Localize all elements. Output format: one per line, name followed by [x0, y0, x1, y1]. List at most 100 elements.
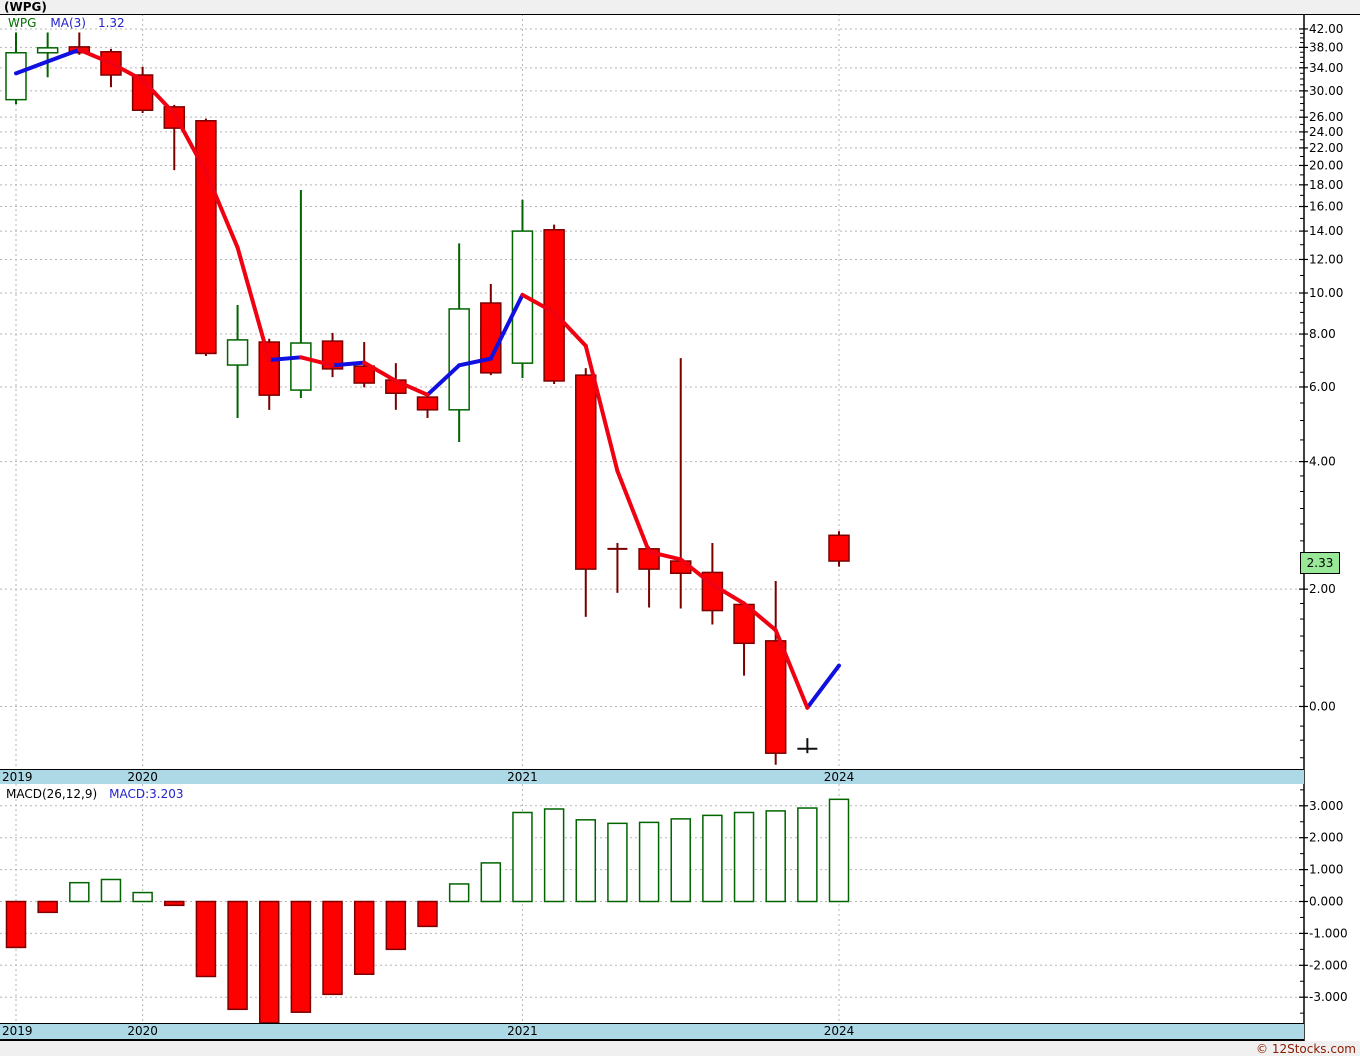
macd-bar: [100, 878, 122, 903]
price-tick-label: 42.00: [1309, 22, 1343, 36]
ma3-line-segment: [773, 628, 810, 710]
ma3-line-segment: [108, 61, 145, 83]
candle-body: [828, 534, 850, 562]
candle-body: [226, 339, 249, 366]
ma3-line-segment: [552, 310, 588, 348]
candle-body: [36, 47, 59, 54]
x-axis-band-bottom: 2019 2020 2021 2024: [0, 1023, 1304, 1041]
macd-bar: [353, 900, 375, 975]
price-tick-label: 10.00: [1309, 286, 1343, 300]
macd-value-label: MACD:3.203: [109, 787, 184, 801]
year-label: 2019: [2, 770, 33, 784]
page-title: (WPG): [4, 0, 47, 14]
price-tick-label: 38.00: [1309, 40, 1343, 54]
macd-bar: [512, 811, 533, 903]
macd-bar: [733, 811, 755, 903]
ma3-line-segment: [678, 557, 715, 587]
ma3-line-segment: [362, 360, 398, 383]
macd-bar: [417, 900, 438, 928]
macd-bar: [290, 900, 312, 1013]
price-tick-label: 8.00: [1309, 327, 1336, 341]
price-tick-label: 2.00: [1309, 582, 1336, 596]
macd-params-label: MACD(26,12,9): [6, 787, 98, 801]
macd-bar: [670, 818, 691, 903]
price-tick-label: 22.00: [1309, 141, 1343, 155]
ma3-line-segment: [140, 78, 177, 116]
macd-tick-label: 1.000: [1309, 863, 1343, 877]
ma3-line-segment: [45, 47, 82, 64]
ma-label: MA(3): [50, 16, 86, 30]
ma3-line-segment: [14, 59, 50, 76]
macd-bar: [69, 881, 90, 903]
candle-body: [764, 640, 787, 754]
macd-bar: [5, 900, 27, 949]
ma3-line-segment: [805, 663, 842, 710]
macd-tick-label: -2.000: [1309, 958, 1348, 972]
ma3-line-segment: [77, 47, 113, 66]
macd-tick-label: 3.000: [1309, 799, 1343, 813]
ma3-line-segment: [425, 363, 462, 397]
macd-bar: [575, 819, 597, 903]
ma3-line-segment: [172, 111, 208, 175]
last-price-badge: 2.33: [1300, 552, 1340, 574]
macd-tick-label: -1.000: [1309, 926, 1348, 940]
footer-bar: © 12Stocks.com: [0, 1041, 1360, 1056]
macd-bar: [543, 808, 565, 903]
year-label: 2020: [127, 1024, 158, 1038]
candle-body: [258, 341, 280, 396]
macd-bar: [227, 900, 248, 1011]
price-tick-label: 20.00: [1309, 158, 1343, 172]
ma3-line-segment: [710, 582, 747, 606]
macd-bar: [132, 891, 153, 903]
macd-bar: [258, 900, 280, 1024]
year-label: 2021: [507, 1024, 538, 1038]
macd-tick-label: -3.000: [1309, 990, 1348, 1004]
candle-body: [575, 374, 597, 570]
ma3-line-segment: [647, 549, 683, 562]
ma-legend: MA(3) 1.32: [50, 16, 124, 30]
ma3-line-segment: [742, 601, 778, 633]
ma3-line-segment: [488, 292, 525, 361]
price-tick-label: 34.00: [1309, 61, 1343, 75]
macd-bar: [322, 900, 343, 996]
candle-body: [321, 340, 344, 370]
ma3-line-segment: [267, 355, 303, 362]
ma3-line-segment: [457, 356, 493, 368]
candle-body: [448, 308, 470, 411]
year-label: 2024: [823, 770, 855, 784]
ticker-symbol-label: WPG: [8, 16, 37, 30]
ma3-line-segment: [615, 469, 652, 554]
x-axis-band-top: 2019 2020 2021 2024: [0, 769, 1304, 784]
macd-bar: [702, 814, 723, 903]
ma3-line-segment: [235, 245, 272, 362]
candle-body: [5, 52, 27, 101]
macd-tick-label: 0.000: [1309, 895, 1343, 909]
ma3-line-segment: [298, 355, 335, 368]
year-label: 2020: [127, 770, 158, 784]
candle-body: [543, 229, 565, 382]
year-label: 2021: [507, 770, 538, 784]
header-bar: (WPG): [0, 0, 1360, 15]
candle-body: [290, 342, 312, 391]
price-chart-legend: WPG MA(3) 1.32: [8, 16, 125, 30]
year-label: 2019: [2, 1024, 33, 1038]
macd-bar: [607, 822, 628, 903]
candle-body: [480, 302, 502, 374]
ma3-line-segment: [203, 170, 240, 250]
ma3-line-segment: [520, 292, 557, 315]
year-label: 2024: [823, 1024, 855, 1038]
macd-bar: [638, 821, 660, 903]
macd-bar: [480, 862, 502, 903]
macd-bar: [195, 900, 217, 978]
price-tick-label: 16.00: [1309, 200, 1343, 214]
price-tick-label: 4.00: [1309, 455, 1336, 469]
price-tick-label: 18.00: [1309, 178, 1343, 192]
ma3-line-segment: [393, 378, 430, 397]
credit-text: © 12Stocks.com: [1256, 1042, 1356, 1056]
candle-body: [416, 396, 439, 411]
price-tick-label: 24.00: [1309, 125, 1343, 139]
macd-bar: [797, 807, 818, 903]
ma-value: 1.32: [97, 16, 125, 30]
macd-bar: [164, 900, 185, 907]
